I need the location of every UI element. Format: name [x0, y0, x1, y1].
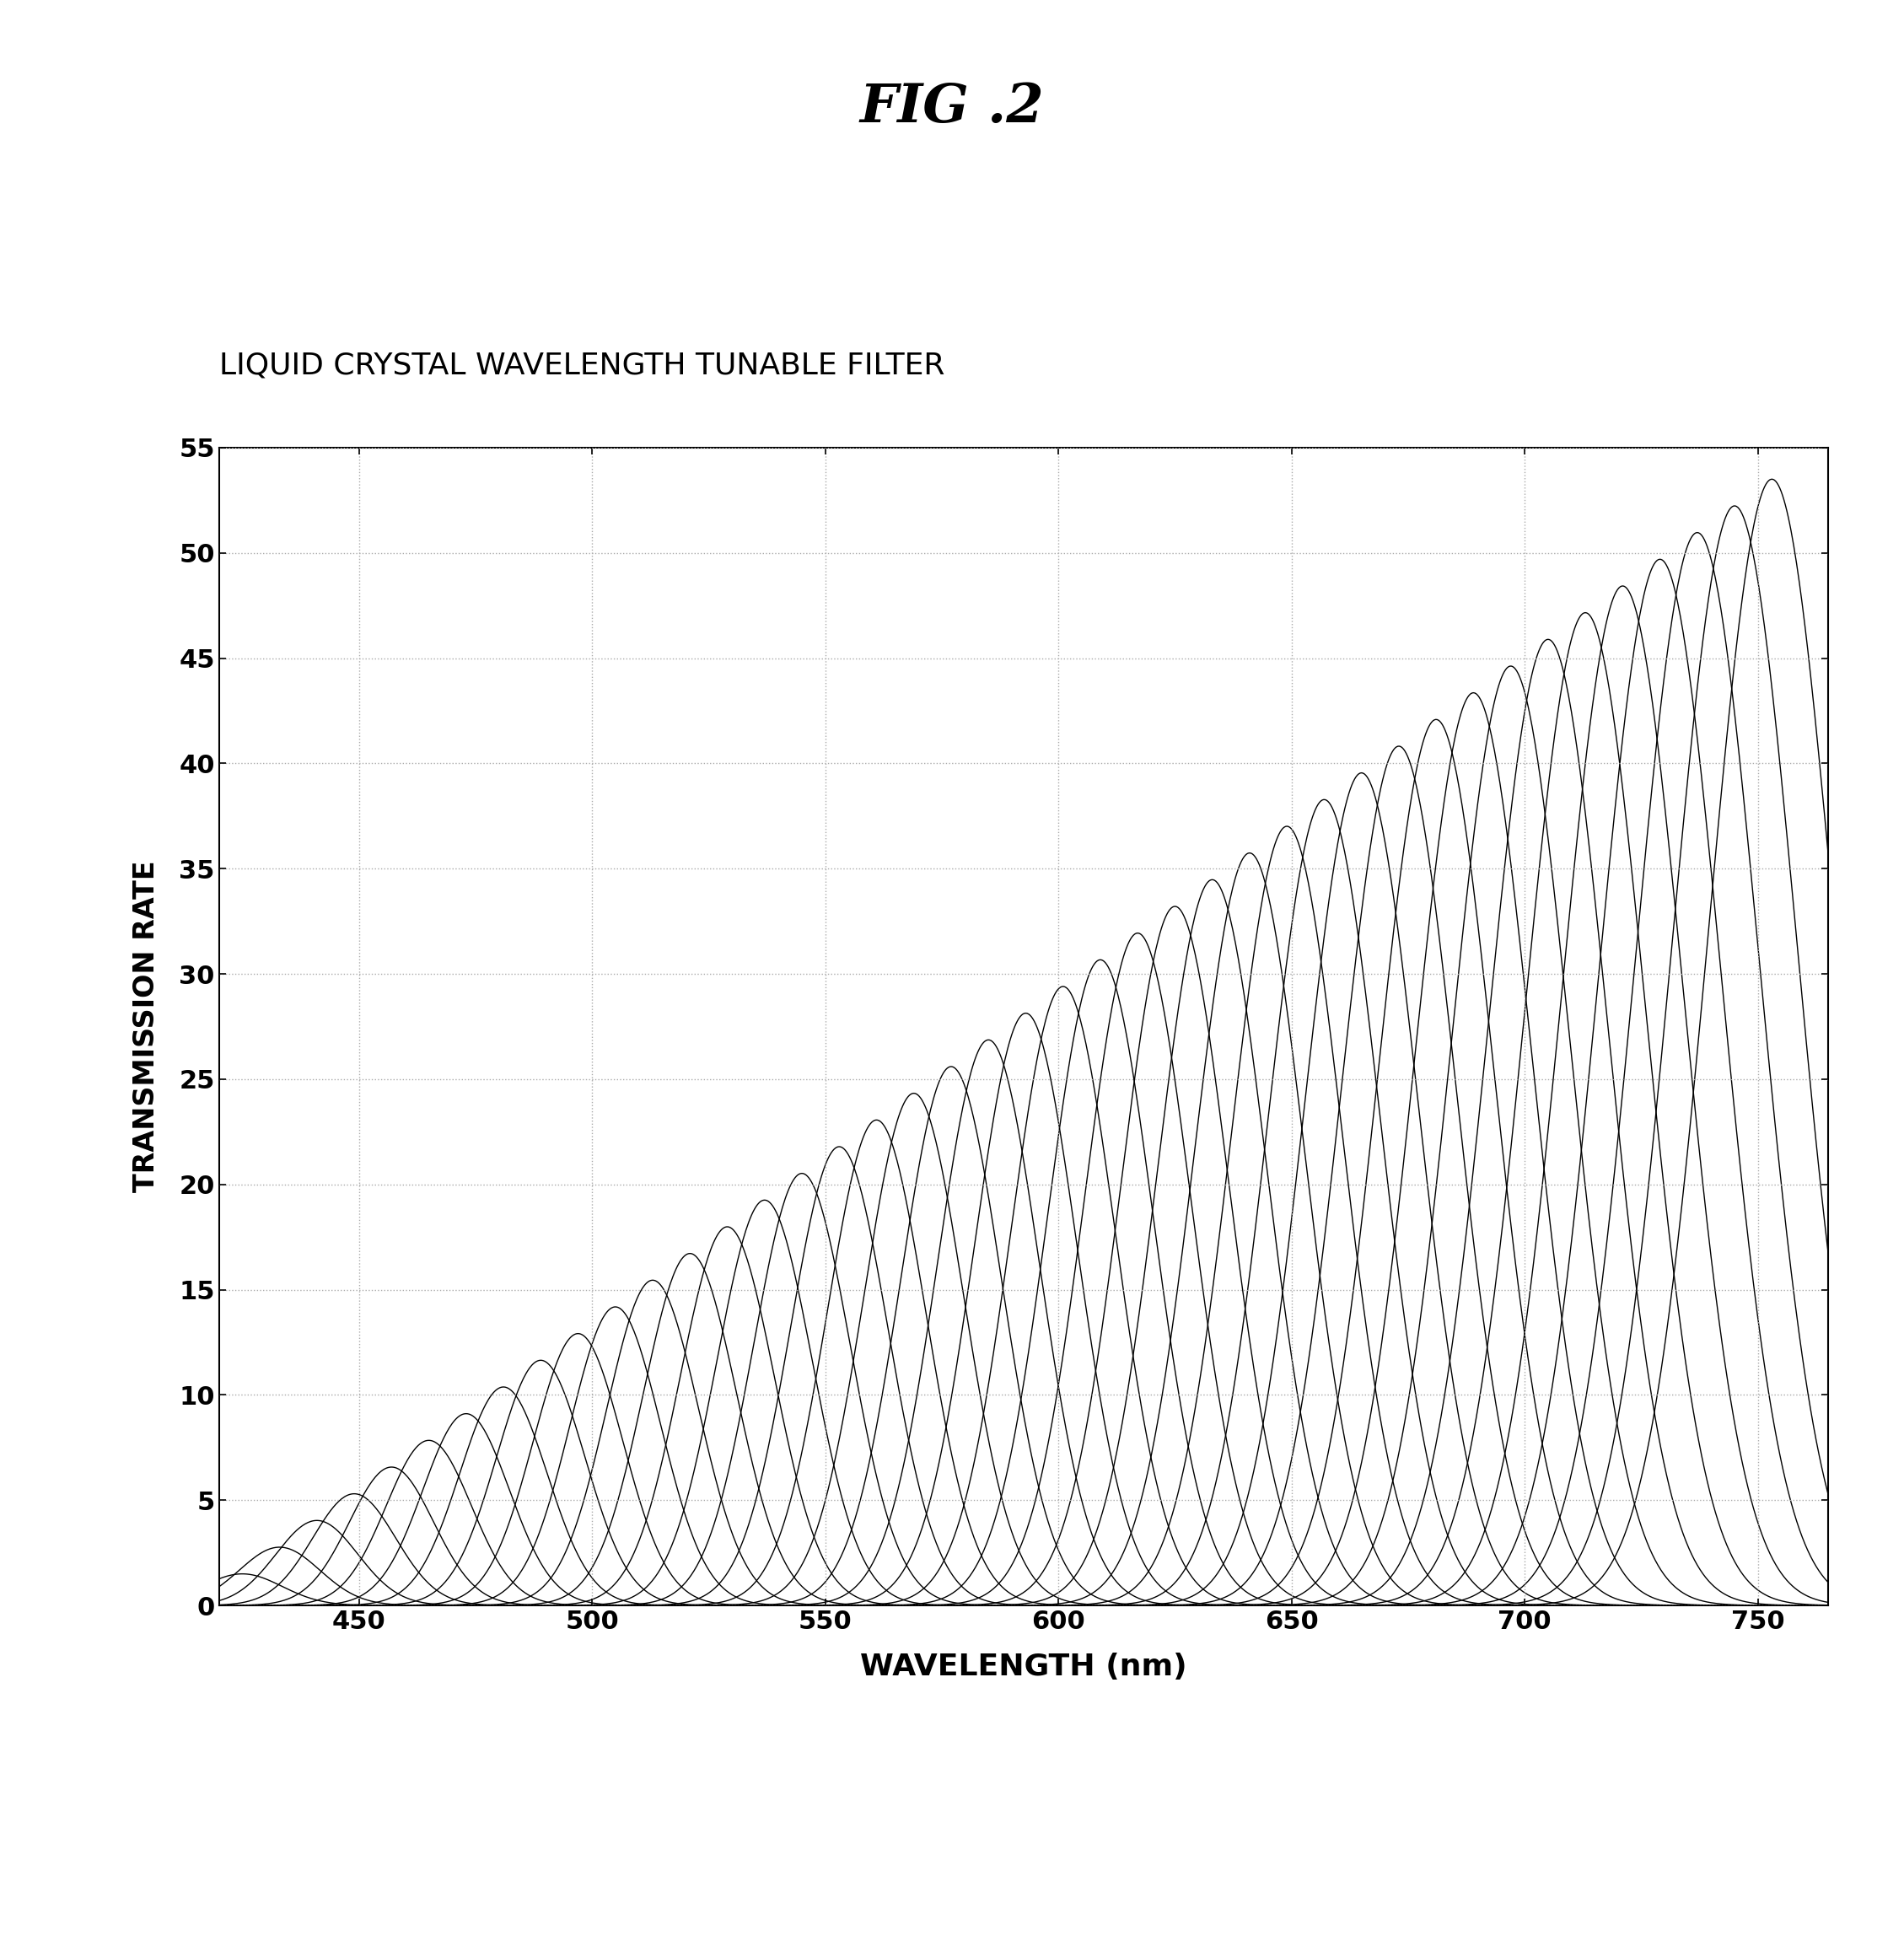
- X-axis label: WAVELENGTH (nm): WAVELENGTH (nm): [861, 1652, 1186, 1681]
- Text: FIG .2: FIG .2: [861, 82, 1043, 134]
- Text: LIQUID CRYSTAL WAVELENGTH TUNABLE FILTER: LIQUID CRYSTAL WAVELENGTH TUNABLE FILTER: [219, 350, 944, 379]
- Y-axis label: TRANSMISSION RATE: TRANSMISSION RATE: [133, 860, 160, 1193]
